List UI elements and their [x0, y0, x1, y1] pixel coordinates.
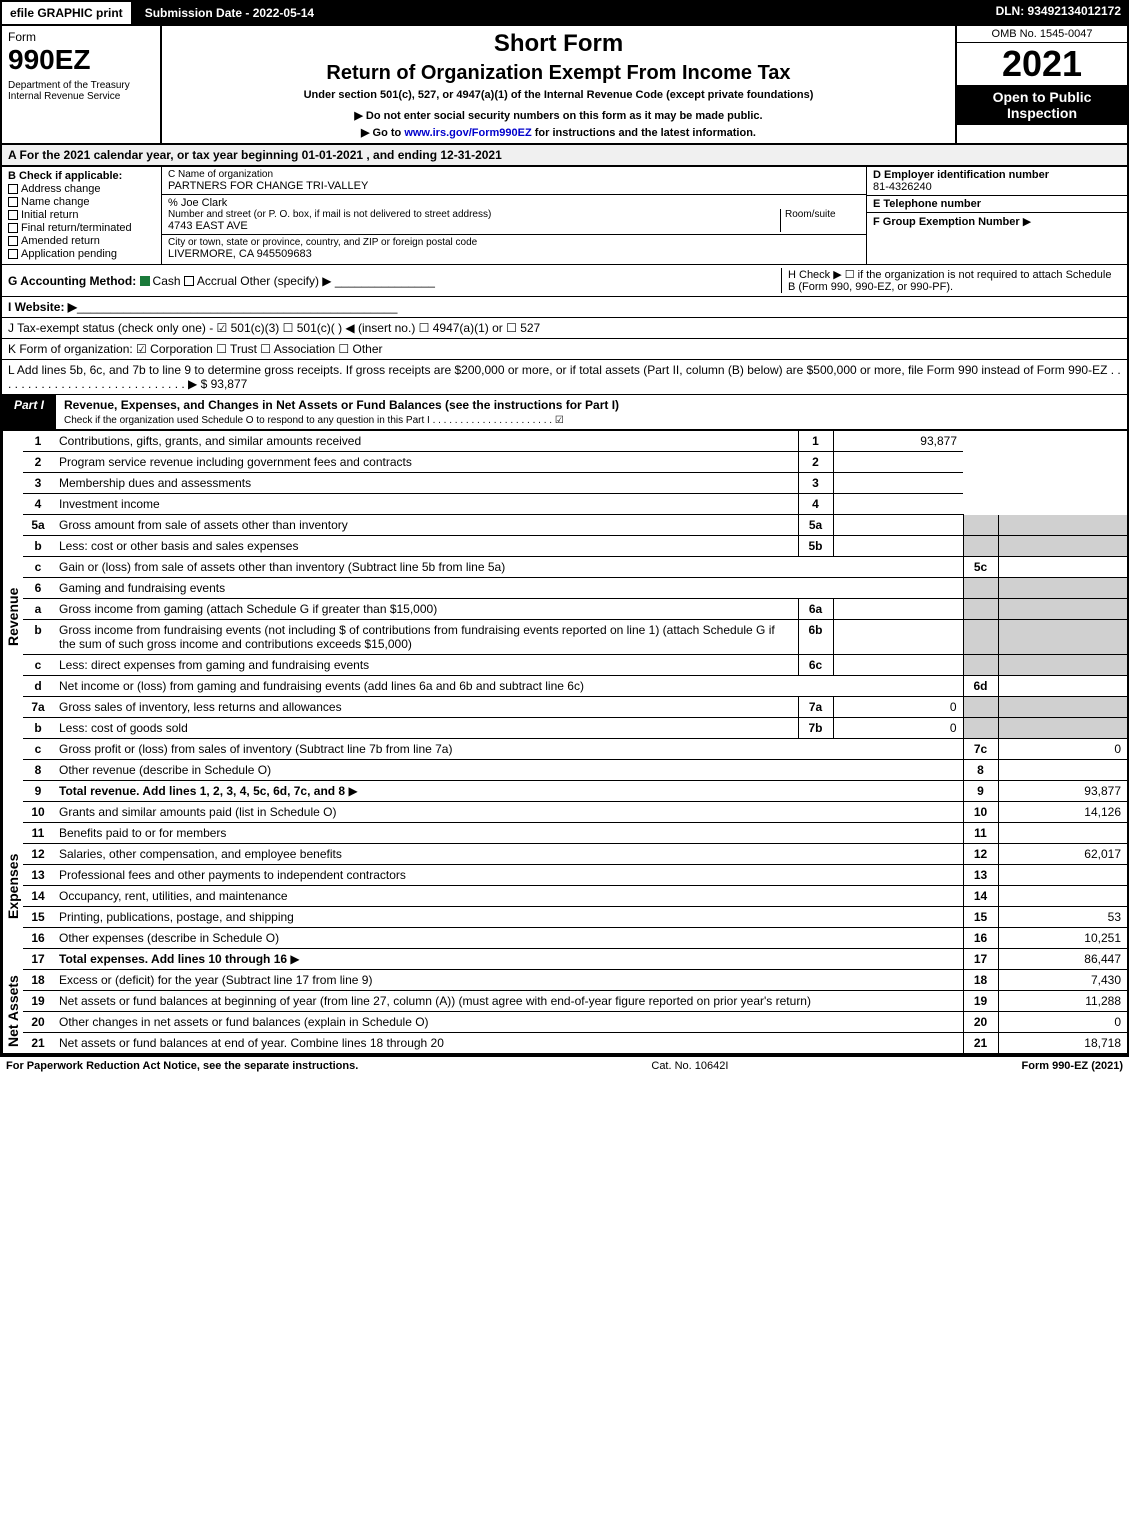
- part-1-title: Revenue, Expenses, and Changes in Net As…: [56, 395, 1127, 429]
- street-address: 4743 EAST AVE: [168, 220, 780, 232]
- form-header-right: OMB No. 1545-0047 2021 Open to Public In…: [957, 26, 1127, 143]
- net-assets-section: Net Assets 18Excess or (deficit) for the…: [0, 970, 1129, 1055]
- short-form-title: Short Form: [168, 30, 949, 58]
- arrow-icon: ▶: [1023, 216, 1031, 228]
- section-b-label: B Check if applicable:: [8, 170, 155, 182]
- section-c: C Name of organization PARTNERS FOR CHAN…: [162, 167, 867, 264]
- sections-d-e-f: D Employer identification number 81-4326…: [867, 167, 1127, 264]
- city-label: City or town, state or province, country…: [168, 237, 860, 248]
- net-assets-table: 18Excess or (deficit) for the year (Subt…: [23, 970, 1129, 1053]
- revenue-table: 1Contributions, gifts, grants, and simil…: [23, 431, 1129, 802]
- form-header: Form 990EZ Department of the Treasury In…: [0, 26, 1129, 145]
- footer-left: For Paperwork Reduction Act Notice, see …: [6, 1060, 358, 1072]
- dln-number: DLN: 93492134012172: [988, 0, 1129, 26]
- expenses-section: Expenses 10Grants and similar amounts pa…: [0, 802, 1129, 970]
- section-g-label: G Accounting Method:: [8, 274, 136, 288]
- section-a: A For the 2021 calendar year, or tax yea…: [0, 145, 1129, 167]
- part-1-check: Check if the organization used Schedule …: [64, 415, 564, 426]
- net-assets-label: Net Assets: [2, 970, 23, 1053]
- form-number: 990EZ: [8, 44, 154, 76]
- form-title: Return of Organization Exempt From Incom…: [168, 62, 949, 85]
- form-note-2: Go to www.irs.gov/Form990EZ for instruct…: [168, 126, 949, 139]
- phone-label: E Telephone number: [873, 198, 1121, 210]
- website-label: I Website: ▶: [8, 300, 77, 314]
- sections-g-h: G Accounting Method: Cash Accrual Other …: [0, 264, 1129, 297]
- other-specify: Other (specify) ▶: [240, 274, 331, 288]
- group-exemption-label: F Group Exemption Number: [873, 216, 1020, 228]
- irs-label: Internal Revenue Service: [8, 91, 154, 102]
- section-i: I Website: ▶ ___________________________…: [0, 297, 1129, 318]
- section-b: B Check if applicable: Address change Na…: [2, 167, 162, 264]
- dept-label: Department of the Treasury: [8, 80, 154, 91]
- check-amended-return[interactable]: Amended return: [8, 235, 155, 247]
- org-name-label: C Name of organization: [168, 169, 860, 180]
- efile-print-label[interactable]: efile GRAPHIC print: [0, 0, 133, 26]
- form-header-left: Form 990EZ Department of the Treasury In…: [2, 26, 162, 143]
- ein-value: 81-4326240: [873, 181, 1121, 193]
- revenue-section: Revenue 1Contributions, gifts, grants, a…: [0, 431, 1129, 802]
- section-j: J Tax-exempt status (check only one) - ☑…: [0, 318, 1129, 339]
- form-subtitle: Under section 501(c), 527, or 4947(a)(1)…: [168, 89, 949, 101]
- check-accrual[interactable]: [184, 276, 194, 286]
- check-address-change[interactable]: Address change: [8, 183, 155, 195]
- care-of: % Joe Clark: [168, 197, 860, 209]
- room-label: Room/suite: [785, 209, 860, 220]
- submission-date: Submission Date - 2022-05-14: [133, 0, 326, 26]
- check-initial-return[interactable]: Initial return: [8, 209, 155, 221]
- part-1-header: Part I Revenue, Expenses, and Changes in…: [0, 394, 1129, 431]
- footer-mid: Cat. No. 10642I: [358, 1060, 1021, 1072]
- spacer: [326, 0, 987, 26]
- footer-right: Form 990-EZ (2021): [1022, 1060, 1123, 1072]
- check-final-return[interactable]: Final return/terminated: [8, 222, 155, 234]
- section-h: H Check ▶ ☐ if the organization is not r…: [781, 268, 1121, 293]
- check-cash[interactable]: [140, 276, 150, 286]
- city-state-zip: LIVERMORE, CA 945509683: [168, 248, 860, 260]
- form-note-1: Do not enter social security numbers on …: [168, 109, 949, 122]
- omb-number: OMB No. 1545-0047: [957, 26, 1127, 43]
- street-label: Number and street (or P. O. box, if mail…: [168, 209, 780, 220]
- ein-label: D Employer identification number: [873, 169, 1121, 181]
- inspection-badge: Open to Public Inspection: [957, 85, 1127, 125]
- page-footer: For Paperwork Reduction Act Notice, see …: [0, 1055, 1129, 1075]
- part-1-label: Part I: [2, 395, 56, 429]
- org-name: PARTNERS FOR CHANGE TRI-VALLEY: [168, 180, 860, 192]
- irs-link[interactable]: www.irs.gov/Form990EZ: [404, 127, 531, 139]
- check-name-change[interactable]: Name change: [8, 196, 155, 208]
- expenses-label: Expenses: [2, 802, 23, 970]
- revenue-label: Revenue: [2, 431, 23, 802]
- section-k: K Form of organization: ☑ Corporation ☐ …: [0, 339, 1129, 360]
- sections-b-through-f: B Check if applicable: Address change Na…: [0, 167, 1129, 264]
- check-application-pending[interactable]: Application pending: [8, 248, 155, 260]
- top-bar: efile GRAPHIC print Submission Date - 20…: [0, 0, 1129, 26]
- form-label: Form: [8, 30, 154, 44]
- form-header-center: Short Form Return of Organization Exempt…: [162, 26, 957, 143]
- tax-year: 2021: [957, 43, 1127, 85]
- expenses-table: 10Grants and similar amounts paid (list …: [23, 802, 1129, 970]
- section-l: L Add lines 5b, 6c, and 7b to line 9 to …: [0, 360, 1129, 394]
